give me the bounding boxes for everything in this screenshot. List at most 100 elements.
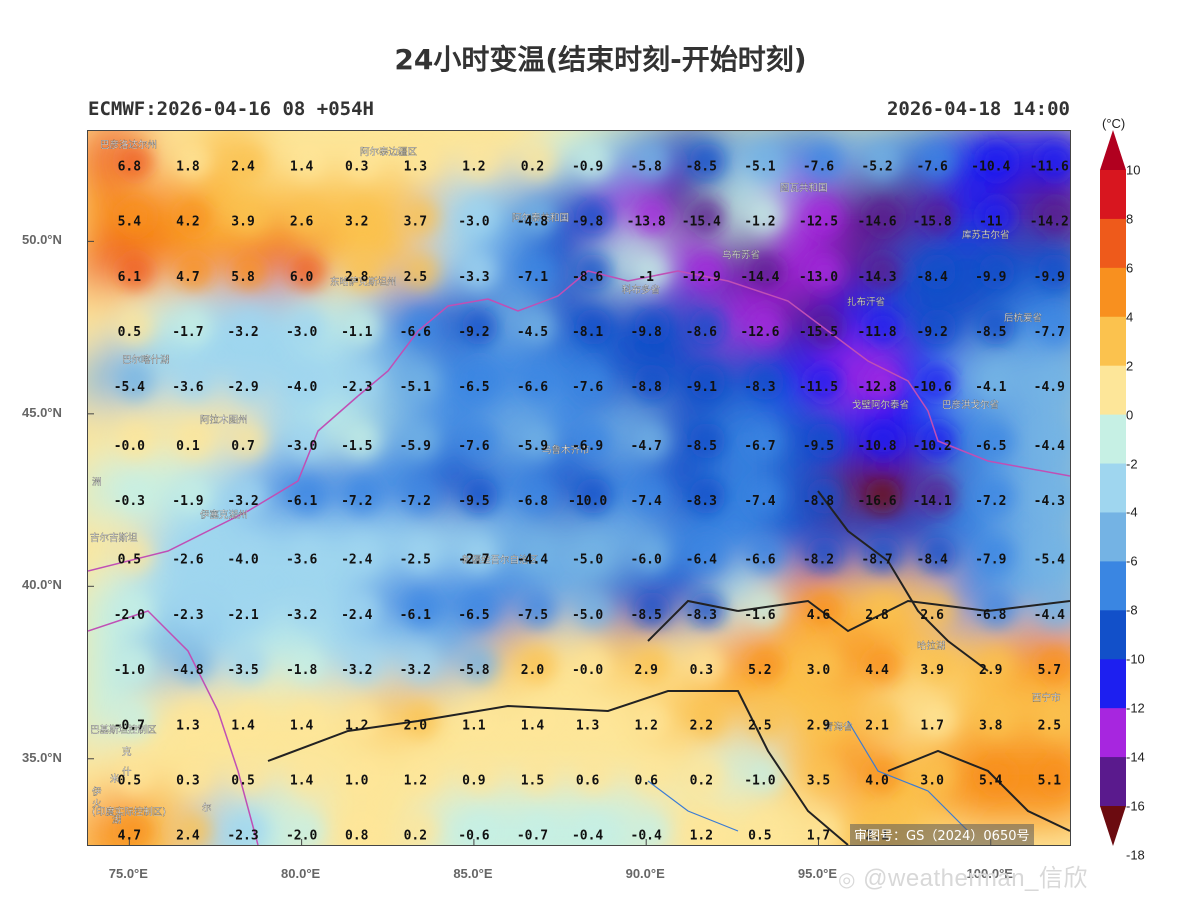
river-2 — [647, 780, 739, 832]
lon-label: 100.0°E — [966, 866, 1013, 881]
grid-value-label: 2.0 — [521, 663, 545, 678]
place-label: 阿尔泰共和国 — [512, 212, 569, 224]
grid-value-label: 1.3 — [176, 718, 199, 733]
field-cell-detail — [175, 143, 212, 180]
field-cell-detail — [806, 757, 843, 794]
grid-value-label: 0.3 — [176, 773, 199, 788]
grid-value-label: -3.0 — [286, 325, 317, 340]
grid-value-label: -8.6 — [686, 325, 717, 340]
chart-title: 24小时变温(结束时刻-开始时刻) — [394, 43, 807, 76]
grid-value-label: -2.7 — [458, 553, 489, 568]
field-cell-detail — [747, 253, 784, 290]
grid-value-label: -6.0 — [631, 553, 662, 568]
grid-value-label: 2.6 — [290, 215, 314, 230]
grid-value-label: -4.4 — [517, 553, 548, 568]
grid-value-label: -9.5 — [458, 494, 489, 509]
grid-value-label: -4.8 — [517, 215, 548, 230]
field-cell-detail — [747, 198, 784, 235]
grid-value-label: 3.5 — [807, 773, 830, 788]
field-cell-detail — [575, 422, 612, 459]
temperature-field-detail — [117, 143, 1070, 845]
field-cell-detail — [289, 702, 326, 739]
grid-value-label: 1.4 — [290, 773, 314, 788]
field-cell-detail — [520, 143, 557, 180]
grid-value-label: -8.5 — [975, 325, 1006, 340]
colorbar-segment — [1100, 463, 1126, 513]
field-cell-detail — [1037, 143, 1070, 180]
field-cell-detail — [461, 812, 498, 845]
place-label: 图瓦共和国 — [780, 183, 828, 194]
colorbar-segment — [1100, 757, 1126, 807]
grid-value-label: -6.5 — [975, 439, 1006, 454]
field-cell-detail — [1037, 591, 1070, 628]
colorbar-tick-label: -12 — [1126, 700, 1145, 716]
colorbar-tick-label: -10 — [1126, 651, 1145, 667]
grid-value-label: 3.9 — [231, 215, 254, 230]
field-cell-detail — [520, 702, 557, 739]
grid-value-label: 1.4 — [231, 718, 255, 733]
grid-value-label: 3.2 — [345, 215, 368, 230]
grid-value-label: 3.0 — [807, 663, 831, 678]
field-cell-detail — [461, 253, 498, 290]
colorbar-segment — [1100, 365, 1126, 416]
grid-value-label: -8.4 — [917, 270, 948, 285]
grid-value-label: 2.8 — [865, 608, 889, 623]
colorbar-segment — [1100, 170, 1126, 220]
field-cell-detail — [231, 591, 268, 628]
colorbar-segment — [1100, 414, 1126, 465]
grid-value-label: 6.0 — [290, 270, 314, 285]
field-cell-detail — [920, 309, 957, 346]
field-cell-detail — [231, 253, 268, 290]
field-cell-detail — [403, 143, 440, 180]
colorbar-segment — [1100, 512, 1126, 562]
grid-value-label: -4.0 — [227, 553, 258, 568]
field-cell-detail — [175, 198, 212, 235]
field-cell-detail — [575, 198, 612, 235]
grid-value-label: 1.7 — [920, 718, 943, 733]
grid-value-label: -14.1 — [913, 494, 952, 509]
field-cell-detail — [344, 198, 381, 235]
map-approval-number: 审图号：GS（2024）0650号 — [850, 824, 1034, 845]
field-cell-detail — [520, 253, 557, 290]
field-cell-detail — [1037, 198, 1070, 235]
field-cell-detail — [520, 309, 557, 346]
field-cell-detail — [175, 253, 212, 290]
grid-value-label: -8.7 — [861, 553, 892, 568]
grid-value-label: 1.3 — [576, 718, 599, 733]
field-cell-detail — [575, 812, 612, 845]
grid-value-label: -8.8 — [631, 380, 662, 395]
grid-value-label: 5.4 — [118, 215, 142, 230]
colorbar-tick-label: -18 — [1126, 847, 1145, 863]
field-cell-detail — [920, 536, 957, 573]
grid-value-label: -1 — [638, 270, 654, 285]
field-cell — [997, 733, 1070, 826]
field-cell-detail — [344, 591, 381, 628]
grid-value-label: 4.7 — [118, 829, 141, 844]
place-label: 巴彦洛达尔州 — [100, 139, 157, 151]
field-cell-detail — [747, 812, 784, 845]
field-cell-detail — [920, 478, 957, 515]
field-cell-detail — [689, 309, 726, 346]
grid-value-label: -12.6 — [740, 325, 779, 340]
grid-value-label: -5.8 — [458, 663, 489, 678]
province-border-1 — [817, 490, 989, 672]
field-cell-detail — [634, 647, 671, 684]
field-cell-detail — [920, 702, 957, 739]
place-label: (印度实际控制区) — [92, 806, 166, 818]
field-cell-detail — [747, 422, 784, 459]
grid-value-label: -0.7 — [114, 718, 145, 733]
grid-value-label: 1.1 — [462, 718, 486, 733]
grid-value-label: -14.2 — [1030, 215, 1069, 230]
field-cell-detail — [865, 143, 902, 180]
field-cell-detail — [520, 422, 557, 459]
grid-value-label: -5.2 — [861, 159, 892, 174]
grid-value-label: -1.1 — [341, 325, 372, 340]
grid-value-label: -15.8 — [913, 215, 952, 230]
place-label: 乌鲁木齐市 — [542, 444, 590, 456]
field-cell-detail — [344, 422, 381, 459]
field-cell-detail — [344, 812, 381, 845]
grid-value-label: 2.4 — [231, 159, 255, 174]
grid-value-label: 0.8 — [345, 829, 369, 844]
watermark: ◎ @weatherman_信欣 — [838, 858, 1088, 893]
grid-value-label: -11.5 — [799, 380, 838, 395]
